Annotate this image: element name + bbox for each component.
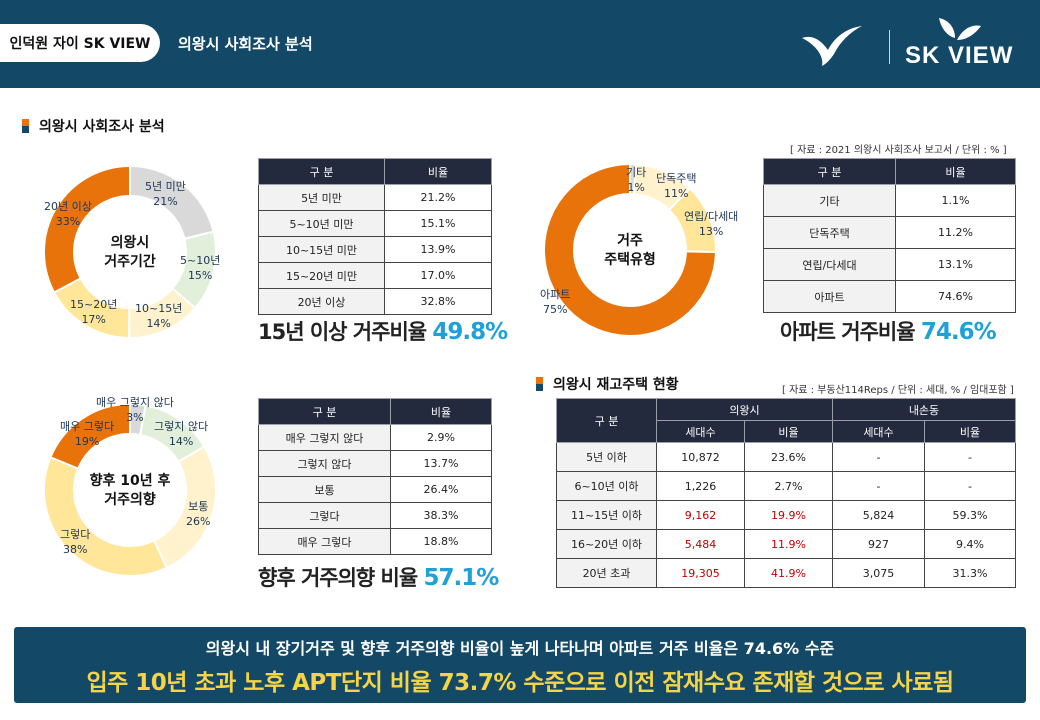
table-row: 5~10년 미만 15.1% bbox=[258, 210, 492, 237]
table-header: 구 분 bbox=[258, 398, 391, 425]
donut-center-line1: 거주 bbox=[617, 233, 643, 249]
table-row: 그렇지 않다 13.7% bbox=[258, 450, 492, 477]
donut-housing-type: 거주 주택유형 기타 1% 단독주택 11% 연립/다세대 13% 아파트 75% bbox=[540, 160, 738, 340]
donut-slice-label: 기타 1% bbox=[626, 166, 647, 194]
section-title-stock: 의왕시 재고주택 현황 bbox=[536, 374, 679, 394]
table-header: 비율 bbox=[924, 420, 1016, 443]
donut-slice-label: 단독주택 11% bbox=[656, 172, 697, 200]
donut-center-label: 향후 10년 후 거주의향 bbox=[80, 472, 180, 510]
table-row: 15~20년 미만 17.0% bbox=[258, 262, 492, 289]
donut-center-line2: 거주의향 bbox=[104, 491, 156, 508]
table-header: 비율 bbox=[384, 158, 492, 185]
summary-line-2: 입주 10년 초과 노후 APT단지 비율 73.7% 수준으로 이전 잠재수요… bbox=[86, 670, 954, 696]
page-title: 의왕시 사회조사 분석 bbox=[178, 35, 313, 53]
table-header: 비율 bbox=[895, 158, 1016, 185]
header-bar: 인덕원 자이 SK VIEW 의왕시 사회조사 분석 SK VIEW bbox=[0, 0, 1040, 88]
table-future-intent: 구 분 비율 매우 그렇지 않다 2.9% 그렇지 않다 13.7% 보통 26.4%… bbox=[258, 398, 492, 555]
highlight-pct: 74.6% bbox=[920, 319, 997, 345]
donut-slice-label: 그렇다 38% bbox=[60, 528, 91, 556]
table-row: 매우 그렇다 18.8% bbox=[258, 528, 492, 555]
table-row: 16~20년 이하 5,484 11.9% 927 9.4% bbox=[556, 529, 1016, 559]
header-divider bbox=[889, 30, 890, 64]
donut-slice-label: 아파트 75% bbox=[540, 288, 571, 316]
table-row: 단독주택 11.2% bbox=[763, 216, 1016, 249]
table-header: 의왕시 bbox=[656, 398, 833, 421]
donut-future-intent-svg bbox=[43, 402, 217, 577]
sk-view-logo: SK VIEW bbox=[905, 16, 1025, 72]
source-note-survey: [ 자료 : 2021 의왕시 사회조사 보고서 / 단위 : % ] bbox=[790, 145, 1007, 156]
donut-residence-period-svg bbox=[43, 164, 217, 340]
donut-housing-type-svg bbox=[543, 162, 718, 337]
donut-center-line1: 의왕시 bbox=[110, 235, 150, 251]
donut-slice-label: 매우 그렇지 않다 3% bbox=[96, 396, 174, 424]
donut-slice-label: 그렇지 않다 14% bbox=[154, 420, 209, 448]
donut-slice-3 bbox=[543, 162, 718, 337]
sk-view-logo-text: SK VIEW bbox=[905, 42, 1014, 69]
source-note-stock: [ 자료 : 부동산114Reps / 단위 : 세대, % / 임대포함 ] bbox=[782, 385, 1014, 396]
highlight-future-intent: 향후 거주의향 비율 57.1% bbox=[258, 565, 500, 591]
table-row: 6~10년 이하 1,226 2.7% - - bbox=[556, 471, 1016, 501]
donut-slice-4 bbox=[43, 164, 131, 294]
table-housing-type: 구 분 비율 기타 1.1% 단독주택 11.2% 연립/다세대 13.1% 아파트 7… bbox=[763, 158, 1016, 313]
donut-center-label: 거주 주택유형 bbox=[590, 232, 670, 270]
table-header: 세대수 bbox=[832, 420, 925, 443]
donut-slice-label: 매우 그렇다 19% bbox=[60, 420, 115, 448]
table-row: 매우 그렇지 않다 2.9% bbox=[258, 424, 492, 451]
table-housing-stock: 구 분 의왕시 내손동 세대수 비율 세대수 비율 5년 이하 10,872 23.… bbox=[556, 398, 1016, 588]
donut-center-label: 의왕시 거주기간 bbox=[90, 234, 170, 272]
donut-slice-label: 20년 이상 33% bbox=[44, 200, 92, 228]
donut-slice-3 bbox=[43, 455, 169, 577]
highlight-pct: 57.1% bbox=[423, 565, 500, 591]
table-row: 보통 26.4% bbox=[258, 476, 492, 503]
highlight-residence-period: 15년 이상 거주비율 49.8% bbox=[258, 319, 508, 345]
donut-future-intent: 향후 10년 후 거주의향 매우 그렇지 않다 3% 그렇지 않다 14% 보통 26… bbox=[40, 396, 220, 580]
table-row: 20년 이상 32.8% bbox=[258, 288, 492, 315]
table-header: 내손동 bbox=[832, 398, 1016, 421]
donut-slice-label: 15~20년 17% bbox=[70, 298, 118, 326]
table-header: 세대수 bbox=[656, 420, 745, 443]
highlight-pct: 49.8% bbox=[432, 319, 508, 345]
table-row: 기타 1.1% bbox=[763, 184, 1016, 217]
table-row: 11~15년 이하 9,162 19.9% 5,824 59.3% bbox=[556, 500, 1016, 530]
donut-center-line2: 거주기간 bbox=[104, 253, 156, 270]
donut-slice-label: 10~15년 14% bbox=[135, 302, 183, 330]
section-marker-icon bbox=[22, 119, 29, 133]
section-title-survey: 의왕시 사회조사 분석 bbox=[22, 116, 165, 136]
summary-line-1: 의왕시 내 장기거주 및 향후 거주의향 비율이 높게 나타나며 아파트 거주 … bbox=[205, 639, 835, 658]
donut-slice-label: 5년 미만 21% bbox=[145, 180, 186, 208]
sk-butterfly-icon bbox=[939, 18, 981, 40]
donut-slice-label: 연립/다세대 13% bbox=[684, 210, 739, 238]
table-row: 10~15년 미만 13.9% bbox=[258, 236, 492, 263]
table-header: 비율 bbox=[390, 398, 492, 425]
table-row: 그렇다 38.3% bbox=[258, 502, 492, 529]
donut-slice-label: 5~10년 15% bbox=[180, 254, 221, 282]
project-name-pill: 인덕원 자이 SK VIEW bbox=[0, 24, 160, 62]
summary-banner: 의왕시 내 장기거주 및 향후 거주의향 비율이 높게 나타나며 아파트 거주 … bbox=[14, 627, 1026, 703]
donut-residence-period: 의왕시 거주기간 5년 미만 21% 5~10년 15% 10~15년 14% 15~… bbox=[40, 162, 220, 342]
table-header: 구 분 bbox=[763, 158, 896, 185]
table-row: 아파트 74.6% bbox=[763, 280, 1016, 313]
section-marker-icon bbox=[536, 377, 543, 391]
table-header: 구 분 bbox=[556, 398, 657, 443]
highlight-housing-type: 아파트 거주비율 74.6% bbox=[780, 319, 997, 345]
donut-slice-label: 보통 26% bbox=[186, 500, 211, 528]
donut-center-line2: 주택유형 bbox=[604, 251, 656, 268]
section-title-text: 의왕시 재고주택 현황 bbox=[553, 377, 679, 393]
donut-center-line1: 향후 10년 후 bbox=[89, 473, 171, 489]
table-row: 5년 이하 10,872 23.6% - - bbox=[556, 442, 1016, 472]
donut-slice-4 bbox=[49, 402, 131, 470]
table-row: 5년 미만 21.2% bbox=[258, 184, 492, 211]
table-header: 구 분 bbox=[258, 158, 385, 185]
table-row: 20년 초과 19,305 41.9% 3,075 31.3% bbox=[556, 558, 1016, 588]
section-title-text: 의왕시 사회조사 분석 bbox=[39, 119, 165, 135]
table-header: 비율 bbox=[744, 420, 833, 443]
table-residence-period: 구 분 비율 5년 미만 21.2% 5~10년 미만 15.1% 10~15년 미… bbox=[258, 158, 492, 315]
table-row: 연립/다세대 13.1% bbox=[763, 248, 1016, 281]
bird-logo-icon bbox=[802, 26, 862, 66]
